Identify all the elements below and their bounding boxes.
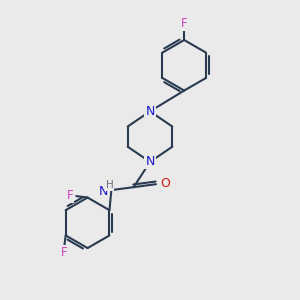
Text: N: N xyxy=(145,155,155,168)
Text: F: F xyxy=(61,246,68,259)
Text: N: N xyxy=(145,105,155,118)
Text: N: N xyxy=(98,184,108,197)
Text: O: O xyxy=(160,177,170,190)
Text: F: F xyxy=(181,17,188,30)
Text: F: F xyxy=(67,189,74,202)
Text: H: H xyxy=(106,180,113,190)
